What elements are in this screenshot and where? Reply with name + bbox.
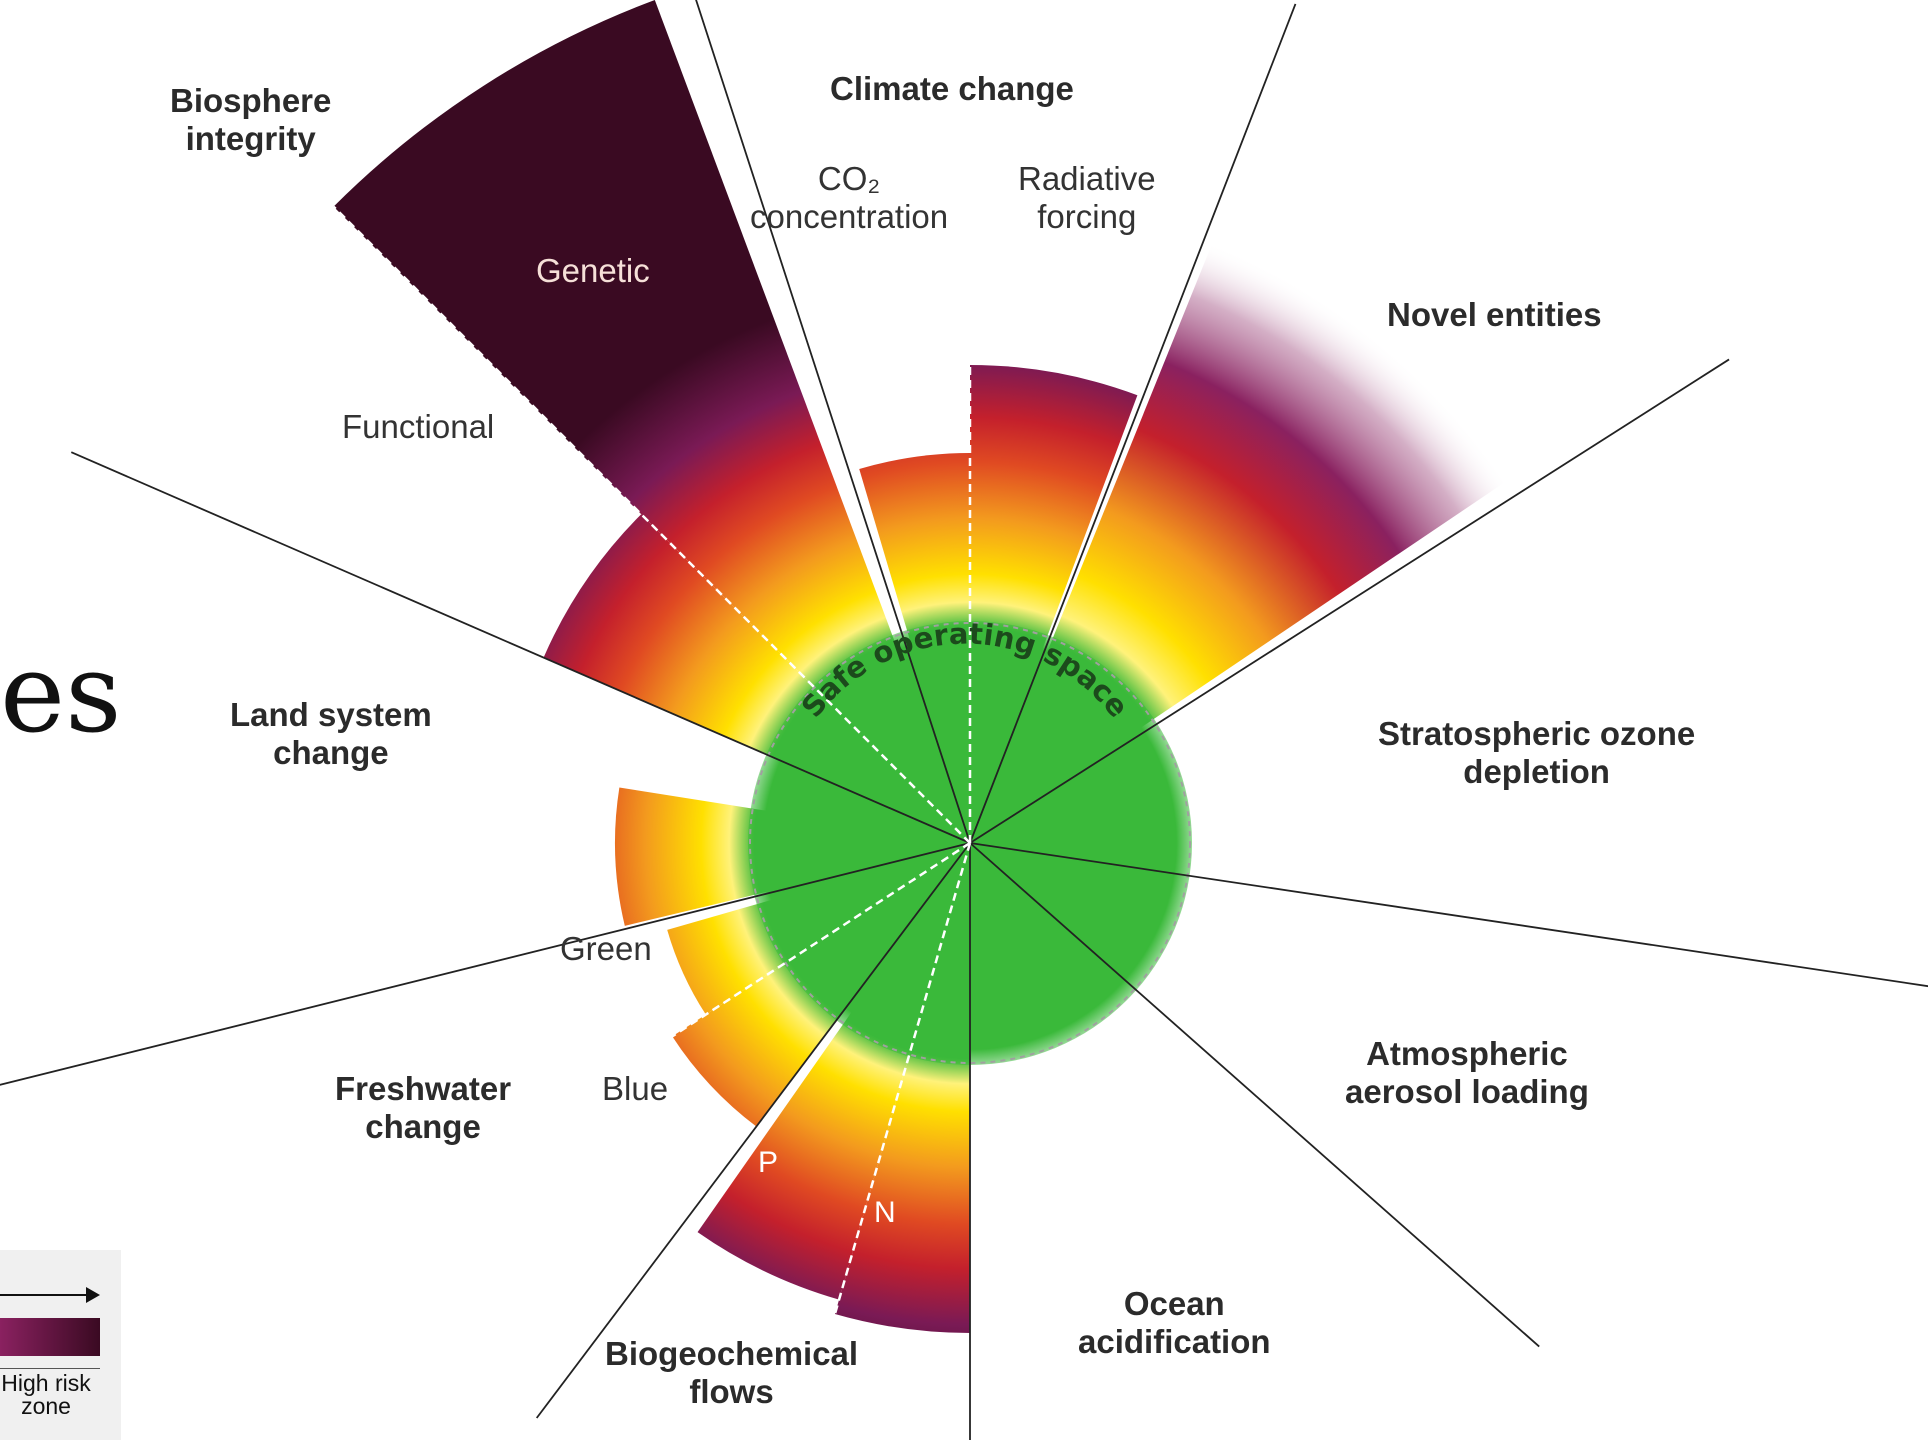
label-nitrogen: N	[874, 1196, 896, 1229]
divider-freshwater-land	[0, 842, 971, 1086]
gap-blue-green	[667, 841, 971, 1041]
divider-land-biosphere	[70, 451, 971, 844]
label-biosphere-integrity: Biosphere integrity	[170, 82, 332, 158]
legend-high-risk-label: High risk zone	[1, 1370, 91, 1419]
risk-legend: High risk zone	[0, 1250, 121, 1440]
divider-climate-left	[695, 0, 971, 844]
label-freshwater-change: Freshwater change	[335, 1070, 512, 1146]
wedge-biosphere-genetic	[333, 0, 970, 843]
edge-text-fragment: es	[0, 629, 122, 757]
label-functional-diversity: Functional	[342, 408, 495, 445]
divider-biogeo-freshwater	[535, 842, 971, 1419]
label-biogeochemical-flows: Biogeochemical flows	[605, 1335, 859, 1411]
label-phosphorus: P	[758, 1146, 779, 1179]
label-climate-change: Climate change	[830, 70, 1074, 107]
label-ocean-acidification: Ocean acidification	[1078, 1285, 1271, 1361]
divider-ozone-aerosol	[969, 842, 1928, 988]
divider-climate-right	[969, 3, 1297, 844]
gap-nitrogen-phosphorus	[833, 842, 972, 1315]
divider-aerosol-ocean	[969, 842, 1540, 1348]
gap-functional-genetic	[332, 205, 971, 844]
label-novel-entities: Novel entities	[1387, 296, 1602, 333]
increasing-risk-arrow-icon	[0, 1287, 100, 1303]
high-risk-color-swatch	[0, 1318, 100, 1356]
label-aerosol-loading: Atmospheric aerosol loading	[1345, 1035, 1589, 1111]
label-blue-water: Blue	[602, 1070, 669, 1107]
label-co2-concentration: CO₂ concentration	[750, 160, 949, 236]
wedge-novel-entities	[970, 175, 1567, 844]
legend-divider	[0, 1368, 100, 1369]
label-genetic-diversity: Genetic	[536, 252, 650, 289]
label-green-water: Green	[560, 930, 652, 967]
label-ozone-depletion: Stratospheric ozone depletion	[1378, 715, 1696, 791]
divider-novel-ozone	[969, 358, 1730, 844]
label-radiative-forcing: Radiative forcing	[1018, 160, 1156, 236]
label-land-system-change: Land system change	[230, 696, 432, 772]
safe-boundary-ring	[749, 622, 1191, 1064]
